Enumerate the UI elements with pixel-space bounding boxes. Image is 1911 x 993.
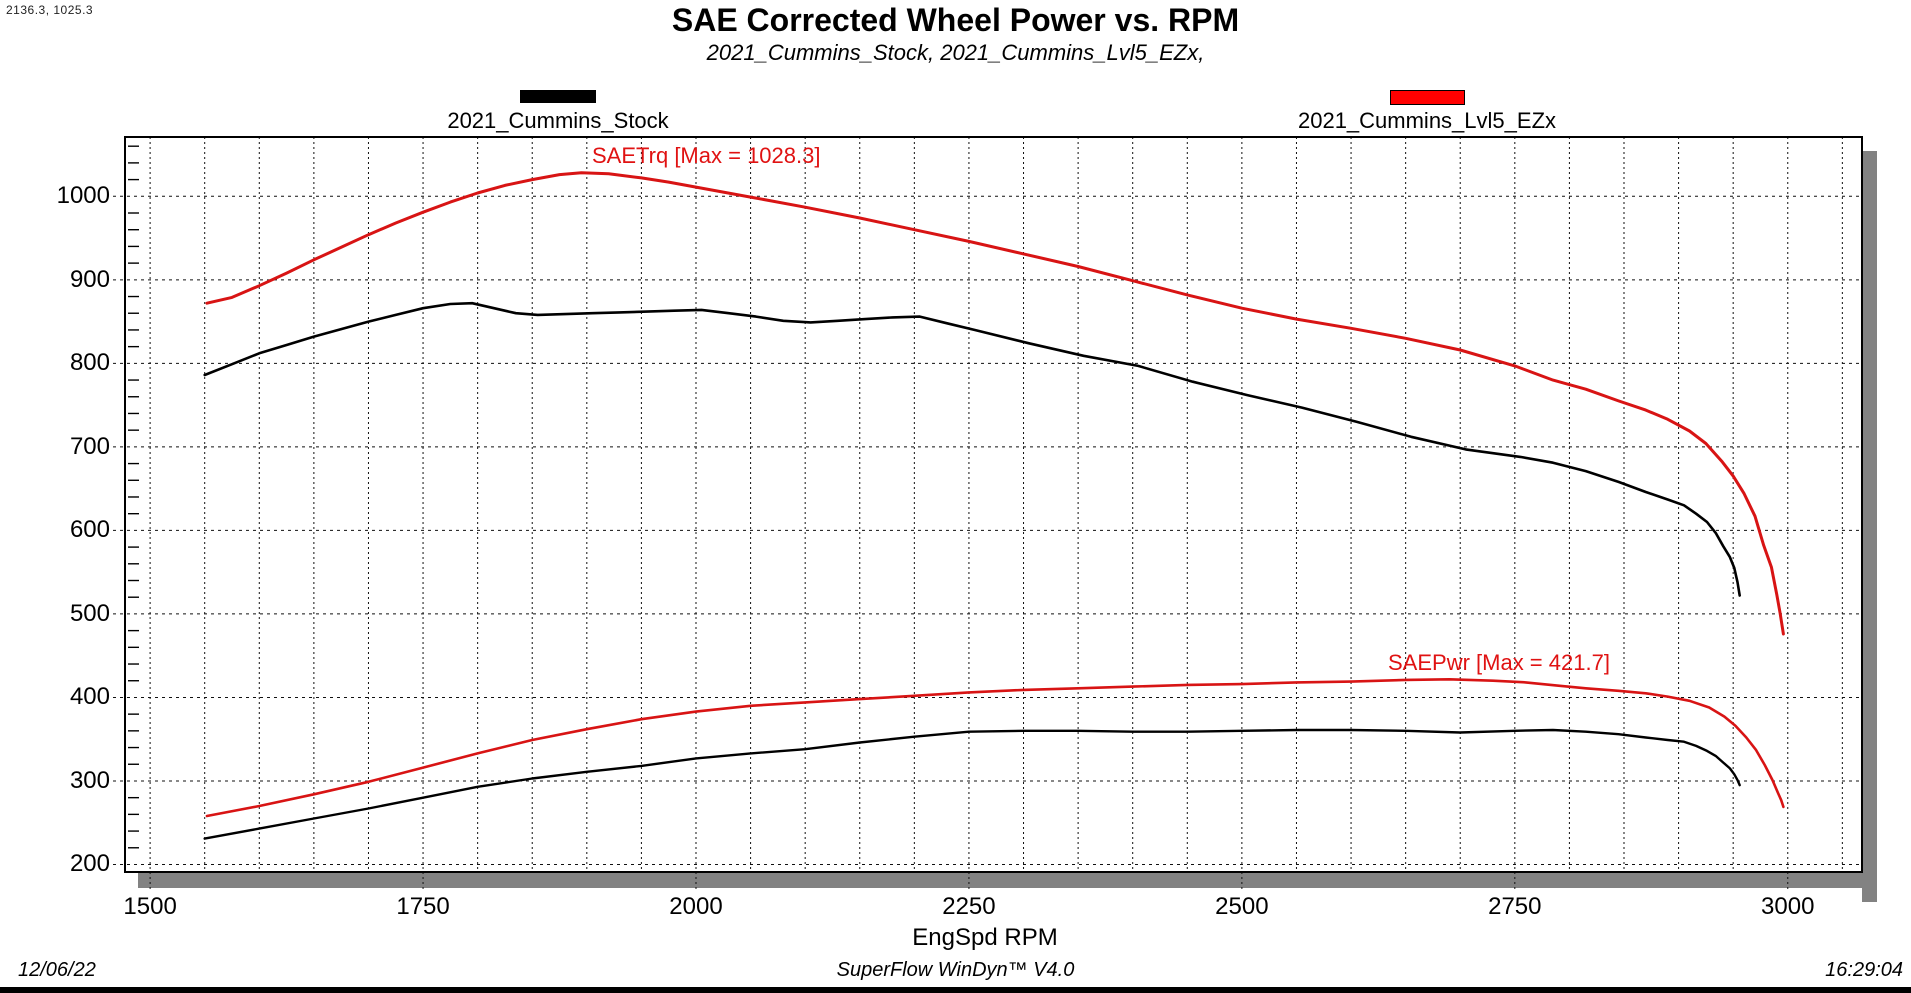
plot-shadow-right [1862, 151, 1877, 902]
legend-swatch-lvl5-ezx [1390, 90, 1465, 105]
annotation-saepwr-max: SAEPwr [Max = 421.7] [1388, 650, 1610, 675]
x-tick-label: 2000 [669, 893, 723, 920]
y-tick-label: 1000 [56, 182, 110, 210]
y-tick-label: 600 [69, 516, 110, 544]
y-tick-label: 400 [69, 683, 110, 711]
plot-shadow-bottom [138, 872, 1877, 888]
y-tick-label: 500 [69, 599, 110, 627]
legend-label-lvl5-ezx: 2021_Cummins_Lvl5_EZx [1297, 108, 1557, 133]
window-bottom-bar [0, 987, 1911, 993]
x-tick-label: 2750 [1488, 893, 1542, 920]
y-tick-label: 700 [69, 432, 110, 460]
series-line-3 [203, 728, 1741, 840]
x-tick-label: 2500 [1215, 893, 1269, 920]
x-tick-label: 1500 [123, 893, 177, 920]
annotation-saetrq-max: SAETrq [Max = 1028.3] [592, 143, 821, 168]
x-tick-label: 3000 [1761, 893, 1815, 920]
series-line-2 [205, 677, 1785, 818]
chart-title: SAE Corrected Wheel Power vs. RPM [671, 2, 1240, 38]
legend-swatch-stock [520, 90, 596, 103]
series-line-1 [203, 301, 1741, 597]
cursor-coordinate-readout: 2136.3, 1025.3 [6, 3, 94, 17]
footer-time: 16:29:04 [1825, 959, 1903, 981]
series-line-0 [205, 171, 1785, 636]
plot-border [124, 136, 1863, 873]
x-tick-label: 1750 [396, 893, 450, 920]
y-tick-label: 900 [69, 265, 110, 293]
x-axis-label: EngSpd RPM [912, 924, 1058, 951]
footer-app-name: SuperFlow WinDyn™ V4.0 [836, 959, 1075, 981]
y-tick-label: 800 [69, 349, 110, 377]
legend-label-stock: 2021_Cummins_Stock [447, 108, 669, 133]
y-tick-label: 300 [69, 766, 110, 794]
x-tick-label: 2250 [942, 893, 996, 920]
chart-subtitle: 2021_Cummins_Stock, 2021_Cummins_Lvl5_EZ… [706, 40, 1205, 65]
footer-date: 12/06/22 [18, 959, 96, 981]
y-tick-label: 200 [69, 850, 110, 878]
